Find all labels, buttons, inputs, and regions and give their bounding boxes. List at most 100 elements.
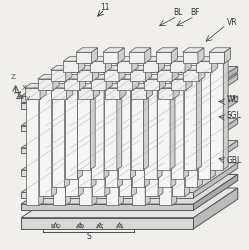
Polygon shape (77, 63, 90, 170)
Polygon shape (64, 72, 77, 178)
Polygon shape (210, 60, 228, 63)
Polygon shape (159, 99, 172, 205)
Polygon shape (38, 79, 53, 90)
Polygon shape (158, 88, 173, 99)
Polygon shape (170, 60, 175, 170)
Polygon shape (131, 81, 144, 188)
Text: S: S (86, 232, 91, 241)
Polygon shape (193, 74, 238, 109)
Polygon shape (199, 66, 205, 81)
Polygon shape (131, 84, 153, 88)
Polygon shape (21, 96, 193, 102)
Polygon shape (118, 79, 133, 90)
Polygon shape (130, 69, 135, 178)
Polygon shape (143, 61, 158, 72)
Polygon shape (118, 74, 139, 79)
Polygon shape (77, 70, 92, 81)
Polygon shape (193, 96, 238, 131)
Polygon shape (171, 48, 178, 63)
Text: Z: Z (11, 74, 16, 80)
Polygon shape (133, 74, 139, 90)
Polygon shape (193, 188, 238, 229)
Polygon shape (52, 81, 64, 188)
Polygon shape (184, 60, 202, 63)
Polygon shape (104, 70, 119, 81)
Polygon shape (90, 57, 111, 61)
Polygon shape (21, 148, 193, 154)
Polygon shape (78, 81, 91, 188)
Polygon shape (21, 126, 193, 131)
Polygon shape (171, 72, 184, 178)
Polygon shape (92, 90, 105, 196)
Polygon shape (90, 61, 105, 72)
Polygon shape (40, 84, 46, 99)
Polygon shape (25, 84, 46, 88)
Polygon shape (212, 57, 218, 72)
Polygon shape (173, 84, 179, 99)
Polygon shape (156, 48, 178, 52)
Polygon shape (224, 48, 231, 63)
Polygon shape (144, 69, 162, 72)
Polygon shape (21, 188, 238, 218)
Polygon shape (66, 66, 72, 81)
Polygon shape (118, 72, 130, 178)
Polygon shape (65, 90, 78, 196)
Polygon shape (171, 78, 176, 188)
Polygon shape (103, 52, 118, 63)
Polygon shape (76, 52, 91, 63)
Polygon shape (184, 63, 197, 170)
Polygon shape (186, 74, 192, 90)
Text: ISO: ISO (50, 224, 61, 228)
Polygon shape (104, 69, 109, 178)
Polygon shape (77, 60, 95, 63)
Polygon shape (131, 63, 143, 170)
Text: VR: VR (227, 18, 237, 27)
Polygon shape (51, 84, 73, 88)
Polygon shape (185, 57, 191, 72)
Polygon shape (79, 57, 85, 72)
Polygon shape (132, 99, 145, 205)
Polygon shape (171, 74, 192, 79)
Polygon shape (21, 140, 238, 170)
Text: SGL: SGL (227, 110, 242, 120)
Polygon shape (130, 70, 146, 81)
Polygon shape (106, 74, 112, 90)
Text: AC: AC (96, 224, 104, 228)
Polygon shape (67, 84, 73, 99)
Polygon shape (143, 57, 165, 61)
Polygon shape (118, 48, 124, 63)
Polygon shape (209, 48, 231, 52)
Polygon shape (105, 57, 111, 72)
Polygon shape (129, 52, 145, 63)
Polygon shape (78, 87, 83, 196)
Polygon shape (39, 96, 44, 205)
Text: Y: Y (25, 96, 30, 102)
Polygon shape (157, 69, 162, 178)
Polygon shape (119, 96, 124, 205)
Polygon shape (197, 60, 202, 170)
Polygon shape (106, 96, 124, 99)
Polygon shape (21, 218, 193, 229)
Polygon shape (172, 66, 178, 81)
Polygon shape (197, 78, 202, 188)
Polygon shape (77, 66, 99, 70)
Polygon shape (144, 74, 165, 79)
Polygon shape (196, 57, 218, 61)
Polygon shape (131, 87, 136, 196)
Polygon shape (197, 72, 210, 178)
Polygon shape (158, 57, 165, 72)
Polygon shape (77, 69, 82, 178)
Polygon shape (105, 81, 118, 188)
Polygon shape (145, 90, 158, 196)
Polygon shape (90, 60, 95, 170)
Polygon shape (64, 78, 69, 188)
Polygon shape (91, 79, 106, 90)
Polygon shape (51, 88, 67, 99)
Polygon shape (78, 78, 96, 81)
Polygon shape (170, 61, 185, 72)
Polygon shape (183, 52, 198, 63)
Polygon shape (63, 61, 79, 72)
Polygon shape (92, 96, 97, 205)
Polygon shape (79, 96, 97, 99)
Polygon shape (103, 48, 124, 52)
